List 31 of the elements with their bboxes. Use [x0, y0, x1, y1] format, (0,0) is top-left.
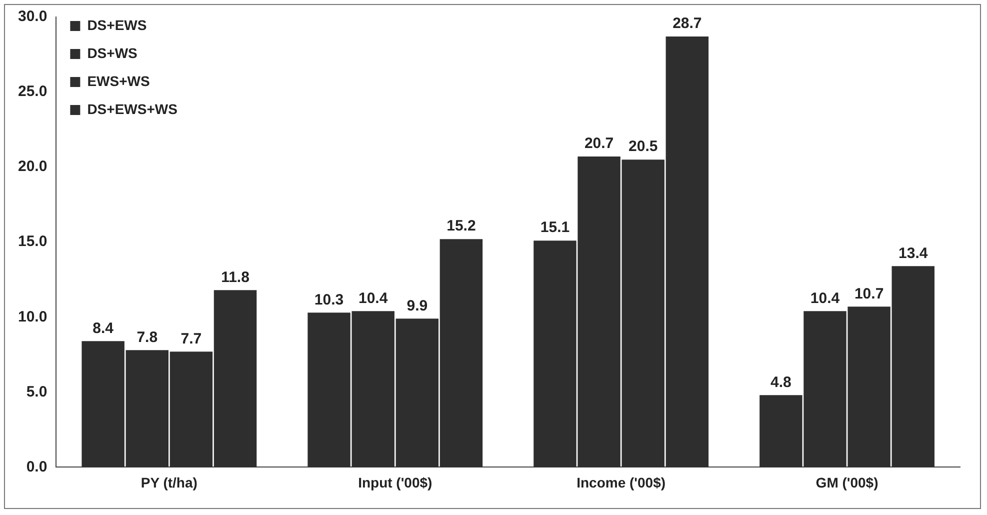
y-tick-label: 20.0 — [18, 158, 48, 176]
x-tick-label: PY (t/ha) — [140, 474, 198, 490]
data-label: 10.4 — [358, 290, 388, 307]
data-label: 8.4 — [92, 320, 114, 337]
data-label: 9.9 — [406, 297, 428, 314]
y-tick-label: 5.0 — [26, 383, 48, 400]
data-label: 15.2 — [446, 218, 476, 235]
legend-label: DS+EWS+WS — [87, 100, 178, 117]
data-label: 28.7 — [672, 15, 702, 32]
y-tick-label: 10.0 — [18, 308, 48, 326]
y-tick-label: 25.0 — [18, 83, 48, 100]
data-label: 10.4 — [810, 290, 840, 307]
y-tick-label: 0.0 — [26, 458, 48, 476]
legend-label: EWS+WS — [87, 72, 150, 89]
data-label: 20.5 — [628, 138, 658, 156]
data-label: 10.7 — [854, 285, 884, 302]
x-tick-label: Input ('00$) — [358, 474, 432, 490]
legend-label: DS+EWS — [87, 16, 147, 33]
data-label: 7.8 — [136, 328, 158, 346]
data-label: 20.7 — [584, 135, 614, 152]
data-label: 10.3 — [314, 291, 344, 308]
y-tick-label: 30.0 — [18, 8, 48, 26]
x-tick-label: Income ('00$) — [576, 474, 666, 490]
data-label: 4.8 — [770, 374, 792, 391]
legend-label: DS+WS — [87, 44, 138, 61]
data-label: 15.1 — [540, 219, 570, 236]
x-tick-label: GM ('00$) — [816, 474, 878, 490]
y-tick-label: 15.0 — [18, 233, 48, 250]
data-label: 11.8 — [221, 268, 250, 286]
data-label: 13.4 — [898, 244, 928, 262]
data-label: 7.7 — [180, 330, 202, 348]
